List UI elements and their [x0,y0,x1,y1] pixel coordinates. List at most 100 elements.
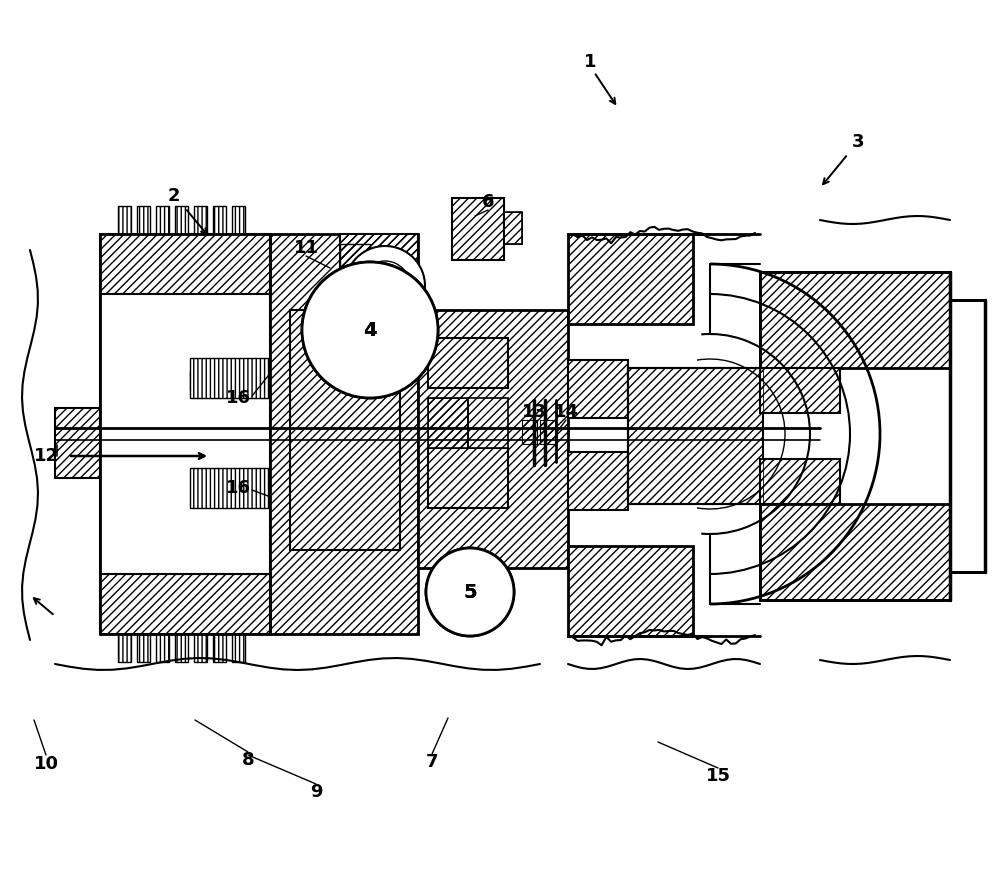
Text: 3: 3 [852,133,864,151]
Bar [100,234,270,294]
Bar [213,634,226,662]
Bar [100,574,270,634]
Bar [190,358,268,398]
Text: 1: 1 [584,53,596,71]
Bar [232,206,245,234]
Circle shape [426,548,514,636]
Bar [568,360,628,418]
Bar [194,206,207,234]
Bar [760,272,950,368]
Bar [137,206,150,234]
Bar [568,546,693,636]
Bar [213,634,226,662]
Bar [190,468,268,508]
Bar [100,234,270,294]
Bar [760,368,840,413]
Bar [760,459,840,504]
Bar [190,370,268,390]
Bar [760,368,840,413]
Bar [190,390,268,398]
Bar [568,234,693,324]
Bar [55,408,100,478]
Bar [118,634,131,662]
Circle shape [302,262,438,398]
Bar [100,294,270,574]
Bar [760,504,950,600]
Bar [55,408,100,478]
Bar [175,634,188,662]
Bar [194,634,207,662]
Bar [213,206,226,234]
Bar [156,206,169,234]
Text: 2: 2 [168,187,180,205]
Text: 16: 16 [226,479,250,497]
Text: 12: 12 [34,447,58,465]
Bar [428,448,508,508]
Text: 15: 15 [706,767,730,785]
Bar [232,634,245,662]
Bar [194,206,207,234]
Circle shape [302,262,438,398]
Bar [522,420,537,444]
Bar [270,234,418,634]
Bar [118,634,131,662]
Bar [540,420,555,444]
Bar [628,368,763,504]
Bar [452,198,504,260]
Bar [760,504,950,600]
Text: 11: 11 [294,239,318,257]
Bar [156,206,169,234]
Bar [175,206,188,234]
Bar [540,420,555,444]
Bar [628,368,763,504]
Text: 13: 13 [522,403,546,421]
Bar [340,234,418,302]
Text: 6: 6 [482,193,494,211]
Circle shape [345,246,425,326]
Text: 14: 14 [554,403,578,421]
Text: 4: 4 [363,321,377,339]
Bar [190,358,268,398]
Bar [175,206,188,234]
Circle shape [426,548,514,636]
Bar [137,634,150,662]
Text: 4: 4 [363,321,377,339]
Bar [340,244,370,274]
Bar [118,206,131,234]
Bar [568,546,693,636]
Bar [468,398,508,448]
Bar [137,206,150,234]
Text: 8: 8 [242,751,254,769]
Bar [760,459,840,504]
Bar [568,234,693,324]
Bar [213,206,226,234]
Text: 5: 5 [463,582,477,602]
Bar [760,272,950,368]
Bar [190,468,268,508]
Bar [340,244,370,274]
Bar [428,338,508,388]
Bar [522,420,537,444]
Bar [232,634,245,662]
Bar [118,206,131,234]
Bar [428,398,468,448]
Bar [452,198,504,260]
Text: 9: 9 [310,783,322,801]
Bar [100,574,270,634]
Bar [950,300,985,572]
Bar [232,206,245,234]
Bar [270,234,418,634]
Bar [156,634,169,662]
Bar [156,634,169,662]
Text: 10: 10 [34,755,58,773]
Bar [568,360,628,418]
Text: 16: 16 [226,389,250,407]
Bar [418,310,568,568]
Bar [418,310,568,568]
Bar [504,212,522,244]
Bar [568,452,628,510]
Bar [340,234,418,302]
Bar [137,634,150,662]
Bar [194,634,207,662]
Bar [428,398,468,448]
